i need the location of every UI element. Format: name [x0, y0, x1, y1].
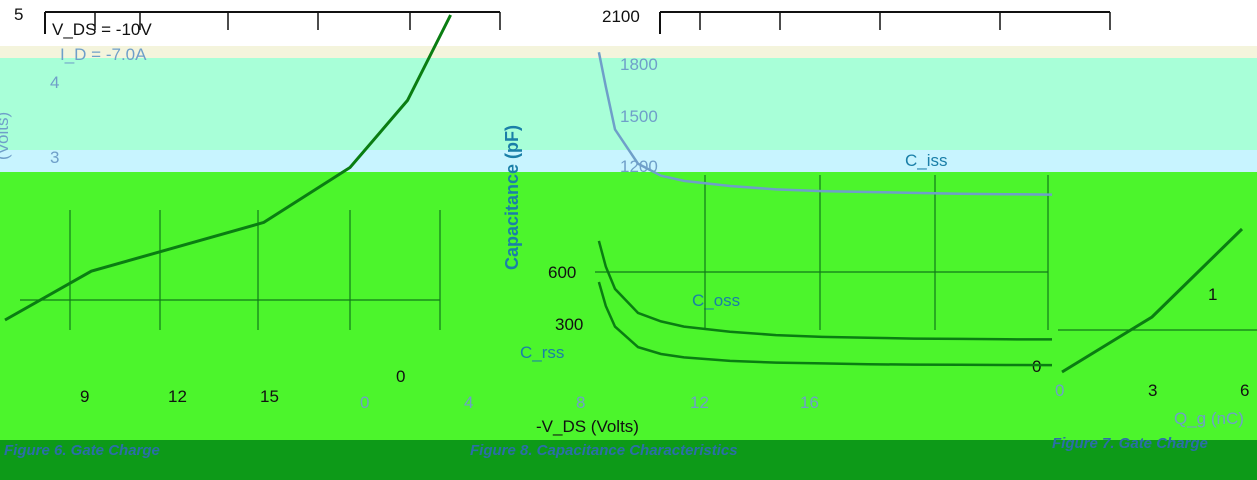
cap-ytick-600: 600: [548, 263, 576, 282]
left-ytick-3: 3: [50, 148, 59, 167]
band-lightblue: [0, 150, 1257, 172]
band-cyan: [0, 58, 1257, 150]
right-gate-charge-curve-0: [1061, 227, 1244, 374]
cap-xtick-12: 12: [690, 393, 709, 412]
panel-right: 1 0 0 3 6 Q_g (nC) Figure 7. Gate Charge: [1032, 285, 1249, 452]
cap-curve-c-iss: [597, 52, 1053, 196]
left-xtick-9: 9: [80, 387, 89, 406]
cap-series-label-oss: C_oss: [692, 291, 740, 310]
right-caption: Figure 7. Gate Charge: [1052, 435, 1208, 452]
band-darkgreen: [0, 440, 1257, 480]
cap-xtick-0: 0: [360, 393, 369, 412]
right-xlabel: Q_g (nC): [1174, 409, 1244, 428]
left-gate-charge-curve-0: [4, 14, 452, 322]
right-ytick-1: 1: [1208, 285, 1217, 304]
cap-caption: Figure 8. Capacitance Characteristics: [470, 442, 738, 459]
cap-ytick-1500: 1500: [620, 107, 658, 126]
cap-series-label-rss: C_rss: [520, 343, 564, 362]
right-ytick-0: 0: [1032, 357, 1041, 376]
left-annotation-id: I_D = -7.0A: [60, 45, 147, 64]
left-ytick-5: 5: [14, 5, 23, 24]
cap-ytick-0: 0: [396, 367, 405, 386]
left-xtick-12: 12: [168, 387, 187, 406]
cap-ytick-1800: 1800: [620, 55, 658, 74]
cap-ytick-1200: 1200: [620, 157, 658, 176]
panel-capacitance: 2100 1800 1500 1200 600 300 0 Capacitanc…: [360, 7, 1110, 459]
cap-ytick-2100: 2100: [602, 7, 640, 26]
right-xtick-6: 6: [1240, 381, 1249, 400]
cap-xtick-8: 8: [576, 393, 585, 412]
right-xtick-0: 0: [1055, 381, 1064, 400]
cap-curve-c-rss: [597, 281, 1053, 367]
cap-xlabel: -V_DS (Volts): [536, 417, 639, 436]
cap-series-label-iss: C_iss: [905, 151, 948, 170]
panel-left: 5 4 3 V_DS = -10V I_D = -7.0A (Volts) 9 …: [0, 5, 500, 459]
cap-ylabel: Capacitance (pF): [502, 125, 522, 270]
left-xtick-15: 15: [260, 387, 279, 406]
cap-ytick-300: 300: [555, 315, 583, 334]
cap-xtick-16: 16: [800, 393, 819, 412]
right-xtick-3: 3: [1148, 381, 1157, 400]
left-caption: Figure 6. Gate Charge: [4, 442, 160, 459]
band-top: [0, 46, 1257, 60]
left-ytick-4: 4: [50, 73, 59, 92]
chart-marks: [4, 12, 1257, 374]
left-ylabel: (Volts): [0, 112, 12, 160]
cap-xtick-4: 4: [464, 393, 473, 412]
left-annotation-vds: V_DS = -10V: [52, 20, 152, 39]
cap-curve-c-oss: [597, 240, 1053, 341]
